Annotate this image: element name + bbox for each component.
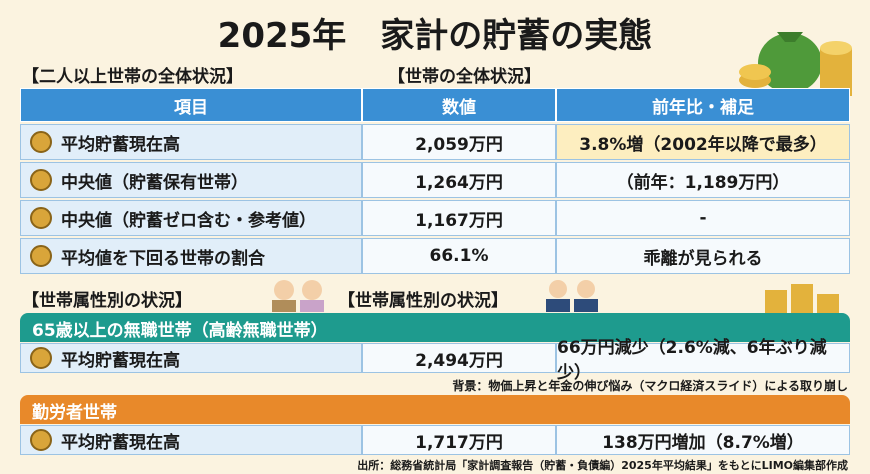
note: 背景：物価上昇と年金の伸び悩み（マクロ経済スライド）による取り崩し (452, 379, 848, 393)
column-header: 数値 (362, 88, 556, 122)
table-cell: 中央値（貯蓄ゼロ含む・参考値） (20, 200, 362, 236)
coins-icon (765, 284, 839, 318)
title: 2025年 家計の貯蓄の実態 (217, 16, 653, 56)
icon (30, 347, 52, 369)
table-cell: 平均貯蓄現在高 (20, 425, 362, 455)
column-header: 項目 (20, 88, 362, 122)
table-cell: 平均貯蓄現在高 (20, 124, 362, 160)
section-label: 【世帯の全体状況】 (388, 67, 541, 87)
table-cell: - (556, 200, 850, 236)
icon (30, 245, 52, 267)
table-cell: 平均値を下回る世帯の割合 (20, 238, 362, 274)
table-cell: （前年：1,189万円） (556, 162, 850, 198)
icon (30, 131, 52, 153)
section-label: 【世帯属性別の状況】 (338, 291, 508, 311)
table-cell: 66.1% (362, 238, 556, 274)
column-header: 前年比・補足 (556, 88, 850, 122)
table-cell: 138万円増加（8.7%増） (556, 425, 850, 455)
elderly-couple-icon (272, 280, 324, 312)
table-cell: 平均貯蓄現在高 (20, 343, 362, 373)
icon (30, 429, 52, 451)
source: 出所：総務省統計局「家計調査報告（貯蓄・負債編）2025年平均結果」をもとにLI… (357, 459, 848, 472)
table-cell: 1,717万円 (362, 425, 556, 455)
table-cell: 2,059万円 (362, 124, 556, 160)
table-cell: 1,167万円 (362, 200, 556, 236)
table-cell: 3.8%増（2002年以降で最多） (556, 124, 850, 160)
group-band: 勤労者世帯 (20, 395, 850, 424)
section-label: 【世帯属性別の状況】 (22, 291, 192, 311)
group-band: 65歳以上の無職世帯（高齢無職世帯） (20, 313, 850, 342)
section-label: 【二人以上世帯の全体状況】 (22, 67, 243, 87)
table-cell: 1,264万円 (362, 162, 556, 198)
worker-couple-icon (546, 280, 598, 312)
table-cell: 中央値（貯蓄保有世帯） (20, 162, 362, 198)
icon (30, 169, 52, 191)
table-cell: 乖離が見られる (556, 238, 850, 274)
icon (30, 207, 52, 229)
table-cell: 66万円減少（2.6%減、6年ぶり減少） (556, 338, 850, 383)
table-cell: 2,494万円 (362, 343, 556, 373)
